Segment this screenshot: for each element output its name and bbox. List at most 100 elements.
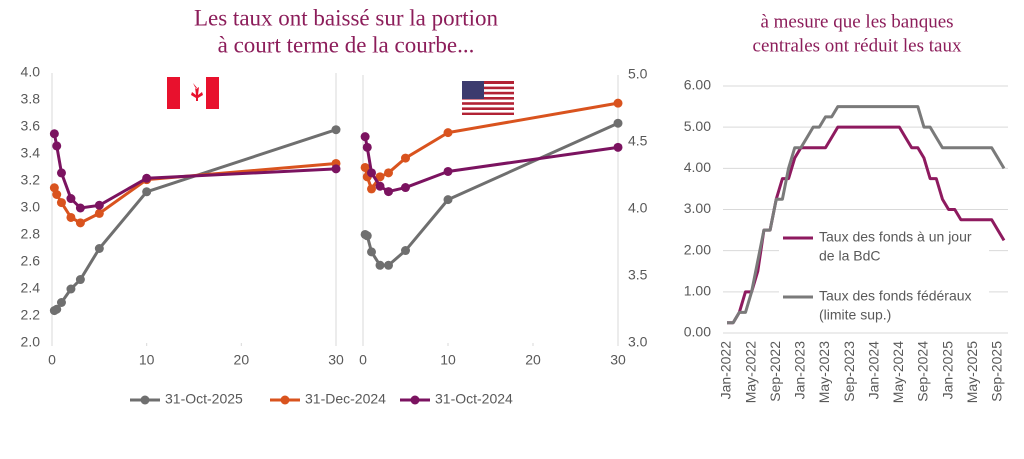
point bbox=[94, 200, 104, 210]
x-tick-label: Jan-2025 bbox=[939, 341, 955, 400]
point bbox=[362, 142, 372, 152]
y-tick-label: 5.0 bbox=[628, 66, 648, 82]
legend-marker bbox=[410, 395, 420, 405]
point bbox=[384, 187, 393, 197]
point bbox=[401, 246, 410, 256]
y-tick-label: 2.0 bbox=[21, 334, 41, 350]
y-tick-label: 2.4 bbox=[21, 280, 41, 296]
y-tick-label: 4.5 bbox=[628, 133, 648, 149]
point bbox=[360, 162, 370, 172]
x-tick-label: Jan-2022 bbox=[718, 341, 734, 400]
y-tick-label: 3.00 bbox=[684, 200, 711, 216]
point bbox=[49, 129, 59, 139]
y-tick-label: 2.8 bbox=[21, 226, 41, 242]
chart-title: centrales ont réduit les taux bbox=[753, 35, 962, 56]
legend-bg bbox=[779, 285, 989, 329]
point bbox=[331, 125, 341, 135]
point bbox=[443, 128, 453, 138]
x-tick-label: 30 bbox=[610, 352, 626, 368]
x-tick-label: Sep-2022 bbox=[767, 341, 783, 402]
y-tick-label: 3.5 bbox=[628, 267, 648, 283]
y-tick-label: 3.2 bbox=[21, 172, 41, 188]
point bbox=[443, 166, 453, 176]
y-tick-label: 3.0 bbox=[628, 334, 648, 350]
series-line bbox=[52, 133, 337, 210]
y-tick-label: 3.8 bbox=[21, 91, 41, 107]
point bbox=[367, 168, 376, 178]
x-tick-label: 10 bbox=[440, 352, 456, 368]
point bbox=[384, 260, 393, 270]
legend-label: Taux des fonds à un jour bbox=[819, 229, 972, 245]
x-tick-label: 20 bbox=[234, 352, 250, 368]
point bbox=[375, 181, 385, 191]
point bbox=[401, 153, 410, 163]
y-tick-label: 6.00 bbox=[684, 77, 711, 93]
series-line bbox=[364, 121, 619, 267]
point bbox=[52, 141, 62, 151]
point bbox=[66, 194, 76, 204]
y-tick-label: 0.00 bbox=[684, 324, 711, 340]
point bbox=[384, 168, 393, 178]
chart-title: à court terme de la courbe... bbox=[218, 32, 475, 57]
point bbox=[401, 183, 410, 193]
y-tick-label: 4.0 bbox=[628, 200, 648, 216]
x-tick-label: Jan-2024 bbox=[865, 341, 881, 400]
x-tick-label: May-2025 bbox=[964, 341, 980, 403]
y-tick-label: 2.6 bbox=[21, 253, 41, 269]
y-tick-label: 3.6 bbox=[21, 118, 41, 134]
x-tick-label: May-2024 bbox=[890, 341, 906, 403]
legend-label: 31-Oct-2024 bbox=[435, 391, 513, 407]
us-flag bbox=[462, 81, 514, 115]
point bbox=[75, 203, 85, 213]
point bbox=[613, 118, 623, 128]
point bbox=[75, 218, 85, 228]
point bbox=[56, 198, 66, 208]
x-tick-label: 10 bbox=[139, 352, 155, 368]
point bbox=[66, 284, 76, 294]
point bbox=[56, 168, 66, 178]
point bbox=[94, 208, 104, 218]
canada-flag bbox=[167, 77, 219, 109]
legend-label: (limite sup.) bbox=[819, 307, 891, 323]
series-line bbox=[53, 128, 337, 312]
legend-label: 31-Dec-2024 bbox=[305, 391, 386, 407]
point bbox=[56, 298, 66, 307]
x-tick-label: Sep-2025 bbox=[989, 341, 1005, 402]
y-tick-label: 3.4 bbox=[21, 145, 41, 161]
legend-marker bbox=[140, 395, 150, 405]
series-line bbox=[727, 105, 1006, 325]
x-tick-label: Jan-2023 bbox=[792, 341, 808, 400]
y-tick-label: 1.00 bbox=[684, 283, 711, 299]
point bbox=[613, 98, 623, 108]
legend-bg bbox=[779, 226, 989, 270]
chart-title: Les taux ont baissé sur la portion bbox=[194, 5, 499, 30]
y-tick-label: 5.00 bbox=[684, 118, 711, 134]
legend-label: de la BdC bbox=[819, 248, 880, 264]
y-tick-label: 2.00 bbox=[684, 241, 711, 257]
legend-label: 31-Oct-2025 bbox=[165, 391, 243, 407]
point bbox=[443, 195, 453, 205]
point bbox=[375, 172, 385, 182]
point bbox=[75, 275, 85, 285]
legend-label: Taux des fonds fédéraux bbox=[819, 288, 972, 304]
series-line bbox=[363, 136, 619, 194]
x-tick-label: 20 bbox=[525, 352, 541, 368]
legend-marker bbox=[280, 395, 290, 405]
x-tick-label: Sep-2024 bbox=[915, 341, 931, 402]
point bbox=[367, 184, 376, 194]
point bbox=[360, 132, 370, 142]
y-tick-label: 2.2 bbox=[21, 307, 41, 323]
y-tick-label: 3.0 bbox=[21, 199, 41, 215]
x-tick-label: Sep-2023 bbox=[841, 341, 857, 402]
point bbox=[52, 304, 62, 314]
x-tick-label: 30 bbox=[328, 352, 344, 368]
point bbox=[367, 247, 376, 257]
x-tick-label: 0 bbox=[359, 352, 367, 368]
point bbox=[66, 212, 76, 222]
x-tick-label: May-2023 bbox=[816, 341, 832, 403]
y-tick-label: 4.00 bbox=[684, 159, 711, 175]
point bbox=[613, 142, 623, 152]
x-tick-label: May-2022 bbox=[742, 341, 758, 403]
